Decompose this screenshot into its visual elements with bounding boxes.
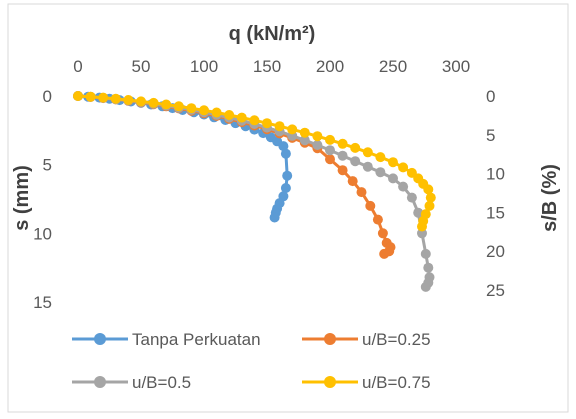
y-tick-labels: 0 5 10 15 [33, 87, 52, 312]
data-point [280, 148, 291, 159]
y2-tick-labels: 0 5 10 15 20 25 [486, 87, 505, 300]
data-point [148, 97, 159, 108]
data-point [73, 91, 83, 101]
series-4 [73, 91, 436, 232]
data-point [337, 138, 348, 149]
data-point [424, 200, 435, 211]
data-point [417, 221, 427, 232]
legend-swatch-marker [324, 376, 336, 388]
data-point [388, 157, 398, 168]
data-point [325, 145, 335, 156]
y-tick-label: 10 [33, 224, 52, 243]
legend-swatch-marker [94, 376, 106, 388]
y-tick-label: 15 [33, 293, 52, 312]
x-tick-label: 200 [316, 57, 344, 76]
legend-label: Tanpa Perkuatan [132, 330, 261, 349]
data-point [347, 176, 358, 187]
legend-label: u/B=0.25 [362, 330, 431, 349]
data-point [123, 95, 134, 105]
data-point [224, 110, 235, 120]
data-point [199, 105, 209, 116]
legend-label: u/B=0.75 [362, 373, 431, 392]
data-point [337, 165, 348, 176]
data-point [173, 101, 184, 112]
y2-tick-label: 15 [486, 203, 505, 222]
data-point [420, 281, 431, 292]
legend: Tanpa Perkuatan u/B=0.25 u/B=0.5 u/B=0.75 [72, 330, 431, 392]
data-point [269, 212, 280, 223]
data-point [379, 248, 390, 259]
legend-item: u/B=0.75 [302, 373, 431, 392]
y-tick-label: 0 [43, 87, 52, 106]
data-point [274, 121, 285, 132]
data-point [282, 170, 293, 181]
chart-frame [7, 3, 569, 413]
data-point [423, 184, 434, 195]
x-tick-label: 50 [132, 57, 151, 76]
data-point [413, 207, 424, 218]
x-tick-label: 100 [190, 57, 218, 76]
y-axis-title: s (mm) [11, 165, 33, 231]
data-point [375, 152, 386, 163]
data-point [110, 93, 121, 104]
legend-swatch-marker [324, 333, 336, 345]
y2-tick-label: 5 [486, 126, 495, 145]
y2-tick-label: 10 [486, 165, 505, 184]
data-point [337, 150, 348, 161]
data-point [299, 127, 310, 138]
x-tick-label: 150 [253, 57, 281, 76]
data-point [365, 200, 376, 211]
data-point [249, 115, 260, 126]
data-point [236, 112, 247, 123]
data-point [280, 183, 291, 193]
data-point [325, 134, 335, 145]
data-point [312, 131, 323, 142]
data-point [312, 140, 323, 150]
data-point [325, 154, 335, 165]
data-point [350, 156, 361, 167]
data-point [85, 91, 96, 102]
y2-tick-label: 20 [486, 242, 505, 261]
data-point [398, 162, 409, 173]
legend-item: u/B=0.25 [302, 330, 431, 349]
data-point [186, 103, 197, 114]
data-point [211, 107, 222, 118]
x-tick-label: 250 [379, 57, 407, 76]
data-point [406, 192, 417, 203]
y-tick-label: 5 [43, 156, 52, 175]
y2-tick-label: 0 [486, 87, 495, 106]
data-point [278, 141, 289, 152]
data-point [356, 187, 367, 198]
y2-tick-label: 25 [486, 281, 505, 300]
legend-item: u/B=0.5 [72, 373, 191, 392]
legend-label: u/B=0.5 [132, 373, 191, 392]
data-point [377, 228, 388, 239]
data-point [287, 124, 298, 135]
data-point [420, 248, 431, 259]
x-tick-label: 300 [442, 57, 470, 76]
data-point [136, 96, 146, 107]
data-point [375, 167, 386, 178]
data-point [350, 142, 361, 153]
data-point [262, 118, 272, 129]
data-point [299, 135, 310, 146]
x-tick-labels: 0 50 100 150 200 250 300 [73, 57, 470, 76]
x-axis-title: q (kN/m²) [229, 23, 316, 45]
y2-axis-title: s/B (%) [539, 164, 561, 232]
data-point [98, 92, 109, 103]
data-point [425, 192, 436, 203]
data-point [388, 173, 398, 184]
data-point [362, 147, 373, 158]
legend-swatch-marker [94, 333, 106, 345]
x-tick-label: 0 [73, 57, 82, 76]
data-point [362, 161, 373, 172]
series-layer [73, 91, 436, 292]
data-point [161, 99, 172, 110]
data-point [372, 214, 383, 225]
data-point [423, 262, 434, 273]
legend-item: Tanpa Perkuatan [72, 330, 261, 349]
data-point [398, 181, 409, 192]
